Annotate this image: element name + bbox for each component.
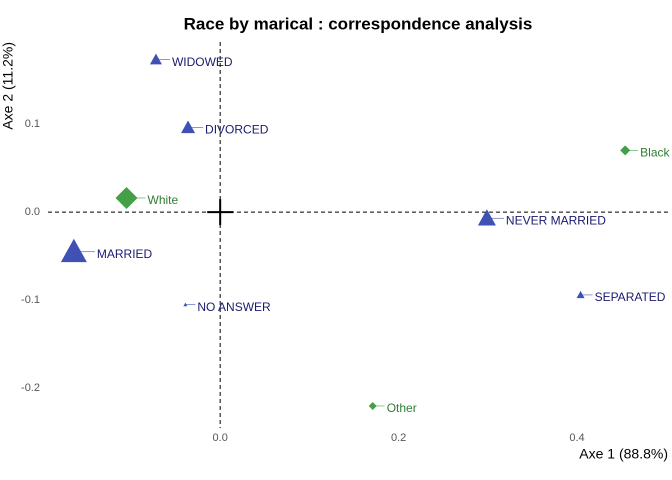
x-tick-label: 0.2 bbox=[391, 432, 406, 444]
point-label: NEVER MARRIED bbox=[506, 213, 606, 227]
point bbox=[477, 209, 496, 226]
chart-title: Race by marical : correspondence analysi… bbox=[184, 14, 533, 33]
x-tick-label: 0.4 bbox=[569, 432, 584, 444]
point bbox=[576, 290, 585, 299]
point-label: MARRIED bbox=[97, 247, 153, 261]
point bbox=[620, 145, 631, 156]
point bbox=[115, 186, 138, 209]
point-label: WIDOWED bbox=[172, 55, 233, 69]
y-axis-title: Axe 2 (11.2%) bbox=[0, 42, 16, 130]
x-tick-label: 0.0 bbox=[213, 432, 228, 444]
y-tick-label: 0.1 bbox=[25, 118, 40, 130]
point bbox=[368, 401, 377, 410]
point bbox=[60, 238, 87, 263]
point-label: Black bbox=[640, 146, 670, 160]
point bbox=[149, 53, 162, 65]
point-label: NO ANSWER bbox=[197, 300, 271, 314]
y-tick-label: -0.2 bbox=[21, 382, 40, 394]
point-label: White bbox=[148, 193, 179, 207]
x-axis-title: Axe 1 (88.8%) bbox=[579, 446, 668, 462]
y-tick-label: -0.1 bbox=[21, 294, 40, 306]
y-tick-label: 0.0 bbox=[25, 206, 40, 218]
point bbox=[183, 302, 188, 307]
point-label: DIVORCED bbox=[205, 123, 269, 137]
point bbox=[181, 120, 196, 134]
point-label: Other bbox=[387, 401, 417, 415]
point-label: SEPARATED bbox=[595, 290, 666, 304]
